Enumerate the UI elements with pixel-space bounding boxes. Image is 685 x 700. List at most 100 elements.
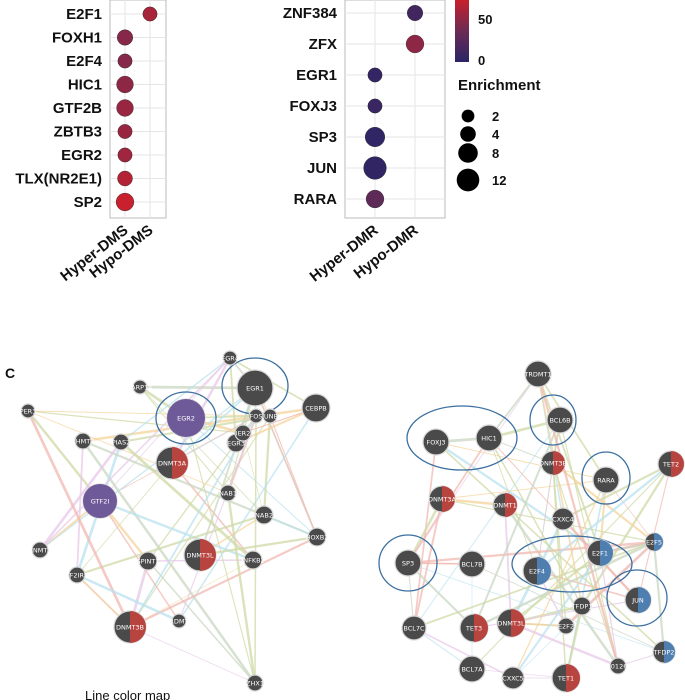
node-dnmt3a: DNMT3A xyxy=(428,485,457,513)
node-ap0012675: AP001267.5 xyxy=(598,657,638,675)
edge xyxy=(129,559,254,628)
edge xyxy=(39,387,256,551)
node-circle xyxy=(307,527,327,547)
node-label: FOXJ3 xyxy=(427,438,446,446)
edge xyxy=(27,410,244,434)
y-tick-label: ZBTB3 xyxy=(54,124,102,141)
y-tick-label: ZFX xyxy=(309,36,337,53)
node-label: NAB2 xyxy=(255,511,273,519)
edge xyxy=(435,441,607,481)
node-e2f1: E2F1 xyxy=(586,539,614,567)
node-label: PER3 xyxy=(20,407,37,415)
node-circle xyxy=(401,615,427,641)
node-half-red xyxy=(566,664,580,692)
edge xyxy=(27,410,229,494)
edge xyxy=(407,562,475,629)
node-per3: PER3 xyxy=(20,403,37,419)
dot-sp3 xyxy=(365,127,385,147)
node-label: EGR2 xyxy=(177,414,195,422)
node-cxxc4: CXXC4 xyxy=(551,507,575,531)
node-parp14: PARP14 xyxy=(128,379,152,395)
dot-tlxnr2e1 xyxy=(117,170,133,187)
edge xyxy=(441,479,607,500)
node-spint1: SPINT1 xyxy=(137,551,159,571)
node-circle xyxy=(262,408,278,424)
node-half-blue xyxy=(654,533,663,551)
edge xyxy=(76,573,180,623)
node-label: PIAS2 xyxy=(112,438,131,446)
node-label: TFDP2 xyxy=(653,648,675,656)
y-tick-label: SP3 xyxy=(309,129,337,146)
node-fill-purple xyxy=(83,484,117,518)
node-label: DNMT3A xyxy=(428,495,457,503)
node-hic1: HIC1 xyxy=(475,424,503,452)
node-junb: JUNB xyxy=(261,408,278,424)
node-label: E2F1 xyxy=(592,549,608,557)
node-bcl6b: BCL6B xyxy=(546,406,574,434)
dot-sp2 xyxy=(115,192,135,212)
node-tfdp1: TFDP1 xyxy=(571,596,592,616)
node-label: ZHX1 xyxy=(246,679,264,687)
edge xyxy=(562,463,672,520)
highlight-ellipse xyxy=(155,391,217,445)
edge xyxy=(139,385,256,390)
edge xyxy=(537,373,601,554)
dot-jun xyxy=(363,156,387,180)
node-label: DNMT3B xyxy=(116,623,144,631)
dot-egr1 xyxy=(367,67,383,83)
size-legend-label: 2 xyxy=(492,109,499,124)
node-label: E2F5 xyxy=(646,538,662,546)
edge xyxy=(129,415,271,628)
node-label: DNMT3L xyxy=(186,551,214,559)
y-tick-label: EGR1 xyxy=(296,67,337,84)
node-bnmt1: BNMT1 xyxy=(28,541,52,559)
edge xyxy=(38,441,123,551)
node-circle xyxy=(236,369,274,407)
node-label: HIC1 xyxy=(481,434,496,442)
edge xyxy=(178,407,317,622)
node-dnmt1: DNMT1 xyxy=(492,492,518,518)
network-right: TRDMT1 FOXJ3 HIC1 BCL6B DNMT3B TET2 RARA DNMT3A… xyxy=(378,360,685,693)
dot-plot-right: ZNF384ZFXEGR1FOXJ3SP3JUNRARAHyper-DMRHyp… xyxy=(283,0,446,285)
node-circle xyxy=(394,549,422,577)
y-tick-label: ZNF384 xyxy=(283,5,338,22)
size-legend-title: Enrichment xyxy=(458,77,541,94)
edge xyxy=(552,462,619,667)
node-nab1: NAB1 xyxy=(219,484,237,502)
node-label: EGR4 xyxy=(221,354,239,362)
plot-frame-right xyxy=(344,0,446,219)
node-label: DNMT3A xyxy=(158,459,187,467)
node-circle xyxy=(243,550,263,570)
node-label: FOS xyxy=(250,412,263,420)
node-circle xyxy=(20,403,36,419)
node-tfdp2: TFDP2 xyxy=(652,640,676,664)
dot-hic1 xyxy=(116,75,134,94)
edge xyxy=(76,462,173,576)
edge xyxy=(171,387,256,464)
node-pias2: PIAS2 xyxy=(112,433,131,451)
y-tick-label: JUN xyxy=(307,160,337,177)
edge xyxy=(185,417,318,538)
highlight-ellipse xyxy=(511,535,633,593)
edge xyxy=(559,419,619,667)
node-label: DNMT3B xyxy=(539,459,567,467)
edge xyxy=(407,373,539,564)
y-tick-label: E2F1 xyxy=(66,6,102,23)
node-half-red xyxy=(172,447,188,479)
edge xyxy=(129,626,256,684)
node-circle xyxy=(171,613,187,629)
node-ehmt2: EHMT2 xyxy=(72,432,95,450)
node-label: INFKB2 xyxy=(241,556,264,564)
edge xyxy=(139,386,265,516)
node-zhx1: ZHX1 xyxy=(246,674,264,692)
node-label: EHMT2 xyxy=(72,437,95,445)
node-circle xyxy=(501,666,525,690)
edge xyxy=(254,415,257,684)
dot-e2f1 xyxy=(142,6,158,22)
node-fos: FOS xyxy=(248,408,264,424)
edge xyxy=(185,417,256,684)
node-label: HOXB2 xyxy=(306,533,329,541)
node-label: BCL7A xyxy=(461,665,483,673)
color-bar xyxy=(455,0,469,62)
node-fill-purple xyxy=(167,399,205,437)
